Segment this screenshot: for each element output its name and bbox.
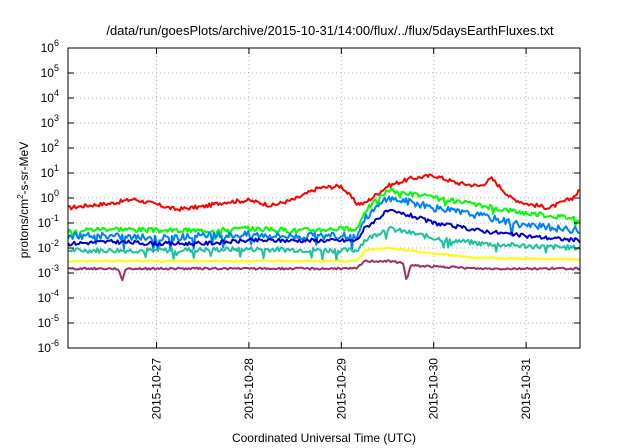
x-axis-label: Coordinated Universal Time (UTC) <box>232 431 416 445</box>
y-tick-label: 105 <box>41 63 59 80</box>
x-tick-label: 2015-10-27 <box>150 358 164 420</box>
y-tick-label: 10-1 <box>38 213 59 230</box>
y-tick-label: 10-3 <box>38 263 59 280</box>
y-tick-label: 104 <box>41 88 59 105</box>
y-tick-label: 10-5 <box>38 313 59 330</box>
y-tick-label: 102 <box>41 138 59 155</box>
x-tick-label: 2015-10-28 <box>242 358 256 420</box>
grid <box>68 48 580 348</box>
series-line-4 <box>67 208 581 247</box>
y-axis: 10-6 10-5 10-4 10-3 10-2 10-1 100 101 102 103 104 1… <box>38 38 580 355</box>
series-layer <box>67 173 581 282</box>
series-line-6 <box>67 246 581 263</box>
y-tick-label: 101 <box>41 163 59 180</box>
x-tick-label: 2015-10-29 <box>334 358 348 420</box>
series-line-3 <box>67 195 581 253</box>
y-axis-label: protons/cm2-s-sr-MeV <box>16 142 31 258</box>
y-tick-label: 10-2 <box>38 238 59 255</box>
y-tick-label: 10-4 <box>38 288 59 305</box>
series-line-5 <box>67 225 581 262</box>
y-tick-label: 100 <box>41 188 59 205</box>
y-tick-label: 103 <box>41 113 59 130</box>
x-tick-label: 2015-10-30 <box>427 358 441 420</box>
series-line-2 <box>67 187 581 241</box>
series-line-1 <box>67 173 581 212</box>
chart-title: /data/run/goesPlots/archive/2015-10-31/1… <box>106 23 554 38</box>
series-line-7 <box>68 259 581 282</box>
y-tick-label: 106 <box>41 38 59 55</box>
x-tick-label: 2015-10-31 <box>519 358 533 420</box>
x-axis: 2015-10-27 2015-10-28 2015-10-29 2015-10-30… <box>150 48 533 420</box>
y-tick-label: 10-6 <box>38 338 59 355</box>
